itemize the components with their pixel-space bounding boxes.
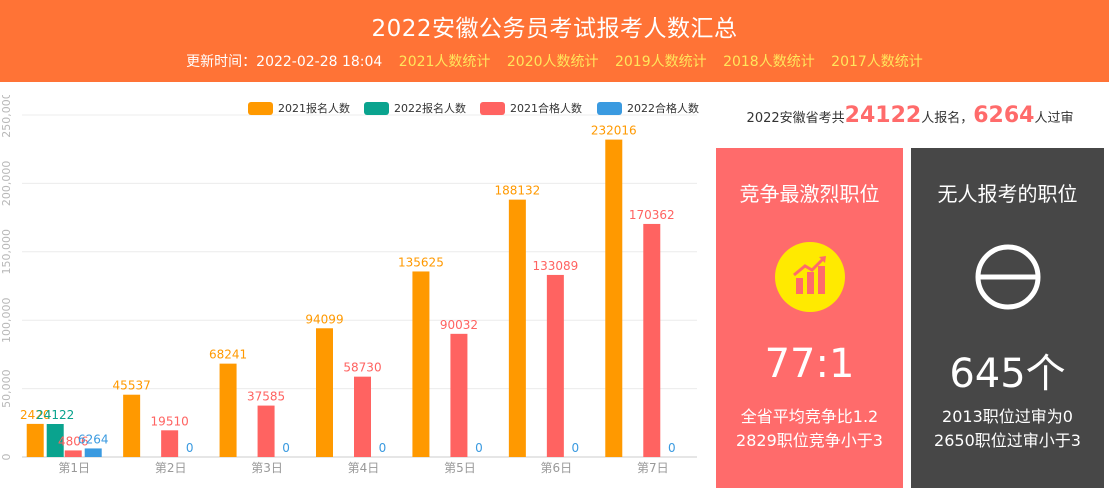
data-label: 6264 (78, 432, 109, 446)
bar (643, 223, 661, 457)
data-label: 90032 (440, 318, 478, 332)
link-2019-stats[interactable]: 2019人数统计 (614, 54, 707, 70)
bar (64, 450, 82, 457)
bar (412, 271, 430, 457)
bar (508, 199, 526, 457)
legend-swatch (480, 102, 505, 115)
y-tick-label: 50,000 (0, 369, 13, 408)
empty-set-icon (975, 244, 1040, 310)
bar (84, 448, 102, 457)
data-label: 133089 (532, 259, 578, 273)
y-tick-label: 100,000 (0, 297, 13, 343)
link-2020-stats[interactable]: 2020人数统计 (506, 54, 599, 70)
legend-swatch (248, 102, 273, 115)
applicant-bar-chart: 0 50,000 100,000 150,000 200,000 250,000 2021报… (0, 95, 700, 491)
data-label: 0 (668, 441, 676, 455)
x-tick-label: 第7日 (637, 461, 669, 475)
x-tick-label: 第1日 (58, 461, 90, 475)
link-2021-stats[interactable]: 2021人数统计 (398, 54, 491, 70)
legend-swatch (364, 102, 389, 115)
data-label: 68241 (209, 348, 247, 362)
data-label: 4806 (58, 434, 89, 448)
bar (123, 394, 141, 457)
x-tick-label: 第3日 (251, 461, 283, 475)
data-label: 2420 (20, 408, 51, 422)
bar (26, 423, 44, 457)
y-tick-label: 250,000 (0, 95, 13, 138)
chart-svg: 0 50,000 100,000 150,000 200,000 250,000 2021报… (0, 95, 699, 475)
average-ratio-text: 全省平均竞争比1.2 (740, 407, 879, 426)
data-label: 135625 (398, 255, 444, 269)
y-tick-label: 200,000 (0, 161, 13, 207)
legend-label: 2022合格人数 (627, 101, 699, 115)
card-title-empty: 无人报考的职位 (937, 182, 1078, 206)
data-label: 45537 (113, 379, 151, 393)
link-2017-stats[interactable]: 2017人数统计 (831, 54, 923, 70)
x-tick-label: 第5日 (444, 461, 476, 475)
card-title-competitive: 竞争最激烈职位 (739, 182, 880, 206)
y-tick-label: 0 (0, 454, 13, 461)
bar (316, 328, 333, 457)
data-label: 0 (572, 441, 580, 455)
legend-label: 2021报名人数 (278, 101, 350, 115)
bar (257, 405, 275, 457)
header-subline: 更新时间：2022-02-28 18:04 2021人数统计 2020人数统计 … (0, 51, 1109, 71)
bar (219, 363, 237, 457)
data-label: 37585 (247, 390, 285, 404)
x-tick-label: 第4日 (348, 461, 380, 475)
data-label: 0 (282, 441, 290, 455)
bar (354, 376, 371, 457)
bar (450, 333, 468, 457)
most-competitive-card[interactable]: 竞争最激烈职位 77:1 全省平均竞争比1.2 2829职位竞争小于3 (716, 148, 903, 488)
legend-swatch (597, 102, 622, 115)
bar-chart-icon (774, 242, 845, 312)
page-title: 2022安徽公务员考试报考人数汇总 (371, 16, 738, 42)
summary-registered-count: 24122 (844, 103, 922, 128)
empty-position-count: 645个 (949, 351, 1066, 397)
legend-label: 2022报名人数 (394, 101, 466, 115)
data-label: 0 (475, 441, 483, 455)
zero-pass-text: 2013职位过审为0 (942, 407, 1073, 426)
bar (46, 424, 64, 457)
summary-prefix: 2022安徽省考共 (746, 111, 845, 126)
legend-label: 2021合格人数 (510, 101, 582, 115)
data-label: 0 (379, 441, 387, 455)
competition-ratio: 77:1 (764, 341, 855, 387)
update-time: 更新时间：2022-02-28 18:04 (186, 54, 383, 70)
data-label: 58730 (343, 361, 381, 375)
data-label: 94099 (305, 312, 343, 326)
data-label: 0 (186, 441, 194, 455)
data-label: 24122 (36, 408, 74, 422)
summary-suffix: 人过审 (1034, 111, 1074, 126)
link-2018-stats[interactable]: 2018人数统计 (723, 54, 815, 70)
data-label: 232016 (591, 124, 637, 138)
bar (161, 430, 179, 457)
summary-text: 2022安徽省考共24122人报名，6264人过审 (716, 103, 1104, 133)
few-pass-text: 2650职位过审小于3 (934, 431, 1081, 450)
no-applicant-card[interactable]: 无人报考的职位 645个 2013职位过审为0 2650职位过审小于3 (911, 148, 1104, 488)
y-tick-label: 150,000 (0, 229, 13, 274)
data-label: 170362 (629, 208, 675, 222)
low-competition-text: 2829职位竞争小于3 (736, 431, 883, 450)
summary-passed-count: 6264 (973, 103, 1035, 128)
summary-middle: 人报名， (921, 111, 974, 126)
data-label: 19510 (151, 414, 189, 428)
page-header: 2022安徽公务员考试报考人数汇总 更新时间：2022-02-28 18:04 … (0, 0, 1109, 82)
bar (546, 274, 564, 457)
bar (605, 139, 623, 457)
x-tick-label: 第6日 (541, 461, 573, 475)
data-label: 188132 (494, 184, 540, 198)
x-tick-label: 第2日 (155, 461, 187, 475)
